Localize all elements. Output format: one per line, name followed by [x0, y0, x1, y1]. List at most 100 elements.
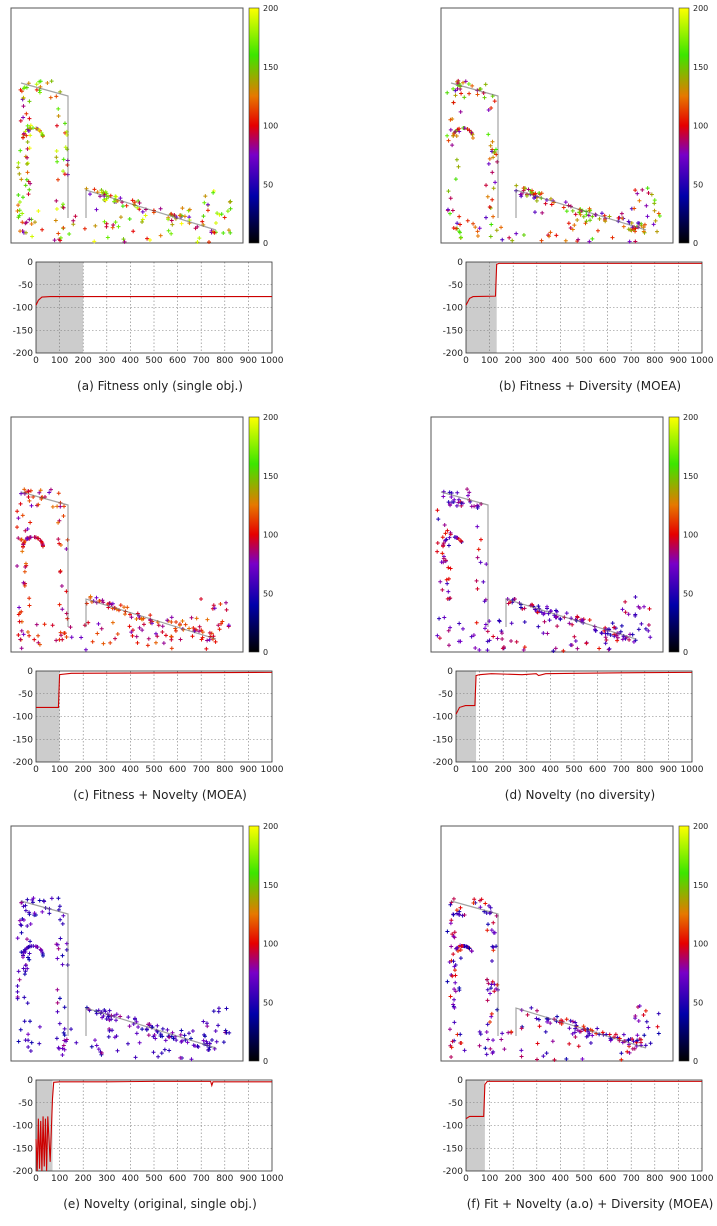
- scatter-point: [17, 977, 22, 982]
- scatter-point: [445, 133, 450, 138]
- scatter-point: [445, 90, 450, 95]
- scatter-point: [102, 219, 107, 224]
- scatter-point: [450, 932, 455, 937]
- scatter-point: [450, 974, 455, 979]
- scatter-point: [28, 520, 33, 525]
- scatter-point: [199, 596, 204, 601]
- scatter-point: [567, 621, 572, 626]
- scatter-point: [564, 1057, 569, 1062]
- scatter-point: [636, 627, 641, 632]
- scatter-point: [447, 1027, 452, 1032]
- scatter-point: [561, 205, 566, 210]
- scatter-point: [21, 955, 26, 960]
- scatter-point: [20, 549, 25, 554]
- scatter-point: [107, 1008, 112, 1013]
- scatter-point: [485, 648, 490, 653]
- scatter-point: [145, 236, 150, 241]
- plot-svg-f: 0 50 100 150 200 0 100 200 300 400 500 600 700 800 900…: [440, 822, 714, 1184]
- scatter-point: [23, 908, 28, 913]
- scatter-point: [489, 222, 494, 227]
- scatter-point: [57, 1021, 62, 1026]
- scatter-point: [113, 220, 118, 225]
- scatter-point: [437, 636, 442, 641]
- scatter-point: [509, 621, 514, 626]
- scatter-point: [136, 1025, 141, 1030]
- x-tick-label: 400: [552, 356, 569, 366]
- scatter-point: [169, 218, 174, 223]
- scatter-point: [26, 1032, 31, 1037]
- scatter-point: [452, 968, 457, 973]
- scatter-point: [494, 228, 499, 233]
- y-tick-label: -200: [433, 758, 454, 768]
- scatter-point: [570, 208, 575, 213]
- scatter-point: [217, 627, 222, 632]
- scatter-point: [453, 177, 458, 182]
- scatter-point: [172, 213, 177, 218]
- scatter-point: [553, 646, 558, 651]
- scatter-point: [547, 234, 552, 239]
- x-tick-label: 400: [542, 765, 559, 775]
- scatter-point: [118, 603, 123, 608]
- scatter-point: [158, 206, 163, 211]
- scatter-point: [448, 902, 453, 907]
- scatter-point: [224, 607, 229, 612]
- scatter-point: [443, 538, 448, 543]
- x-tick-label: 400: [552, 1174, 569, 1184]
- scatter-point: [171, 1036, 176, 1041]
- scatter-point: [226, 228, 231, 233]
- colorbar-f: [678, 825, 690, 1062]
- scatter-point: [484, 1030, 489, 1035]
- scatter-point: [37, 490, 42, 495]
- scatter-point: [56, 946, 61, 951]
- colorbar-tick-label: 200: [693, 4, 708, 13]
- scatter-point: [22, 1019, 27, 1024]
- scatter-point: [636, 220, 641, 225]
- scatter-point: [37, 642, 42, 647]
- scatter-point: [491, 1049, 496, 1054]
- scatter-point: [110, 620, 115, 625]
- scatter-point: [459, 539, 464, 544]
- scatter-point: [15, 564, 20, 569]
- scatter-point: [135, 205, 140, 210]
- scatter-point: [205, 202, 210, 207]
- scatter-point: [453, 989, 458, 994]
- panel-a: 0 50 100 150 200 0 100 200 300 400 500 600 700 800 900…: [10, 4, 310, 405]
- scatter-point: [539, 191, 544, 196]
- x-tick-label: 700: [623, 356, 640, 366]
- scatter-point: [134, 634, 139, 639]
- scatter-point: [436, 517, 441, 522]
- scatter-point: [19, 628, 24, 633]
- scatter-point: [169, 615, 174, 620]
- scatter-point: [471, 633, 476, 638]
- scatter-point: [26, 1038, 31, 1043]
- scatter-point: [38, 538, 43, 543]
- scatter-point: [446, 576, 451, 581]
- scatter-point: [477, 1029, 482, 1034]
- scatter-point: [483, 622, 488, 627]
- scatter-point: [140, 628, 145, 633]
- scatter-point: [146, 1033, 151, 1038]
- y-tick-label: -50: [18, 690, 33, 700]
- scatter-point: [199, 628, 204, 633]
- scatter-point: [20, 211, 25, 216]
- scatter-point: [169, 637, 174, 642]
- scatter-point: [616, 215, 621, 220]
- scatter-point: [435, 508, 440, 513]
- scatter-point: [118, 1014, 123, 1019]
- scatter-point: [607, 646, 612, 651]
- scatter-point: [134, 617, 139, 622]
- x-tick-label: 600: [169, 1174, 186, 1184]
- x-tick-label: 500: [575, 1174, 592, 1184]
- scatter-point: [597, 216, 602, 221]
- scatter-point: [16, 192, 21, 197]
- scatter-point: [502, 1047, 507, 1052]
- scatter-point: [159, 1051, 164, 1056]
- scatter-point: [96, 621, 101, 626]
- scatter-point: [633, 1013, 638, 1018]
- scatter-point: [611, 625, 616, 630]
- scatter-point: [104, 221, 109, 226]
- scatter-point: [83, 647, 88, 652]
- scatter-point: [469, 130, 474, 135]
- scatter-point: [456, 164, 461, 169]
- plot-svg-a: 0 50 100 150 200 0 100 200 300 400 500 600 700 800 900…: [10, 4, 284, 366]
